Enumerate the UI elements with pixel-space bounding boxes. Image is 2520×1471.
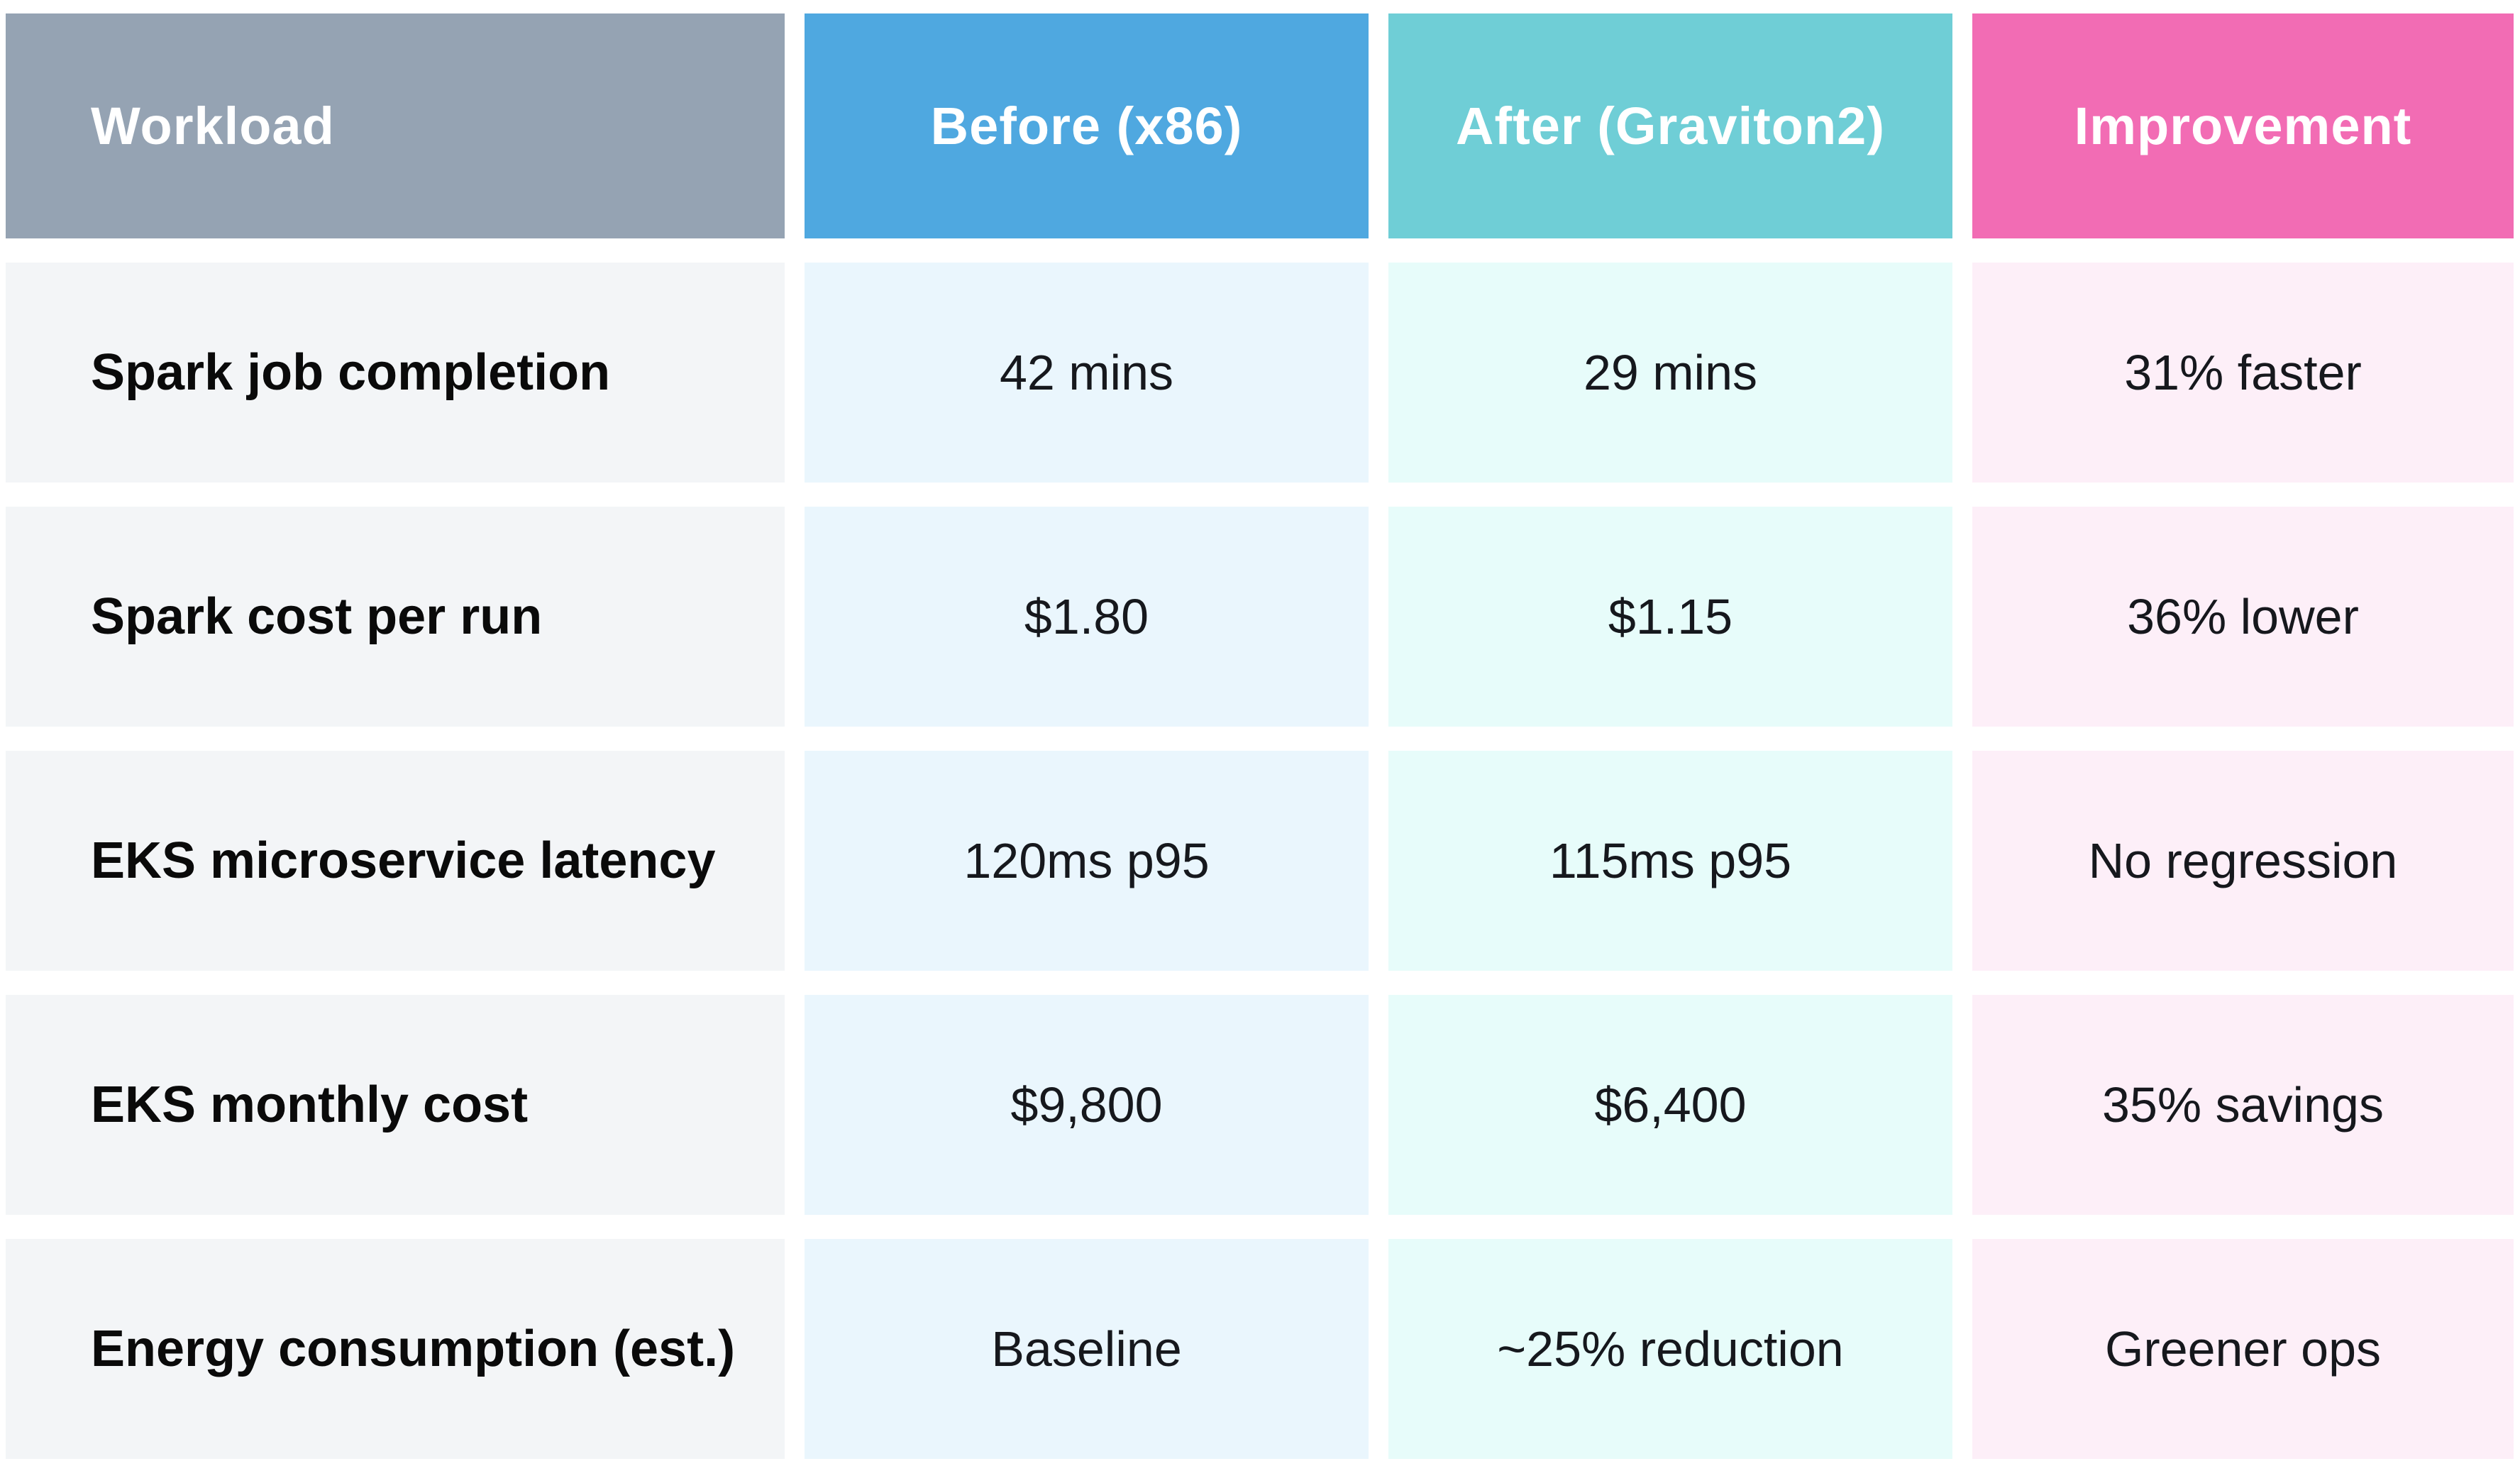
column-header-workload: Workload <box>6 13 785 238</box>
cell-before-spark-job-completion: 42 mins <box>805 263 1369 483</box>
cell-improvement-eks-monthly-cost: 35% savings <box>1972 995 2514 1215</box>
row-label-eks-monthly-cost: EKS monthly cost <box>6 995 785 1215</box>
cell-after-energy-consumption: ~25% reduction <box>1388 1239 1952 1459</box>
cell-after-eks-microservice-latency: 115ms p95 <box>1388 751 1952 971</box>
row-label-eks-microservice-latency: EKS microservice latency <box>6 751 785 971</box>
column-header-improvement: Improvement <box>1972 13 2514 238</box>
cell-before-energy-consumption: Baseline <box>805 1239 1369 1459</box>
cell-before-spark-cost-per-run: $1.80 <box>805 507 1369 727</box>
row-label-spark-cost-per-run: Spark cost per run <box>6 507 785 727</box>
cell-improvement-spark-cost-per-run: 36% lower <box>1972 507 2514 727</box>
row-label-spark-job-completion: Spark job completion <box>6 263 785 483</box>
cell-after-spark-job-completion: 29 mins <box>1388 263 1952 483</box>
cell-improvement-eks-microservice-latency: No regression <box>1972 751 2514 971</box>
cell-after-eks-monthly-cost: $6,400 <box>1388 995 1952 1215</box>
cell-improvement-energy-consumption: Greener ops <box>1972 1239 2514 1459</box>
cell-after-spark-cost-per-run: $1.15 <box>1388 507 1952 727</box>
cell-before-eks-microservice-latency: 120ms p95 <box>805 751 1369 971</box>
column-header-after: After (Graviton2) <box>1388 13 1952 238</box>
cell-improvement-spark-job-completion: 31% faster <box>1972 263 2514 483</box>
column-header-before: Before (x86) <box>805 13 1369 238</box>
cell-before-eks-monthly-cost: $9,800 <box>805 995 1369 1215</box>
row-label-energy-consumption: Energy consumption (est.) <box>6 1239 785 1459</box>
